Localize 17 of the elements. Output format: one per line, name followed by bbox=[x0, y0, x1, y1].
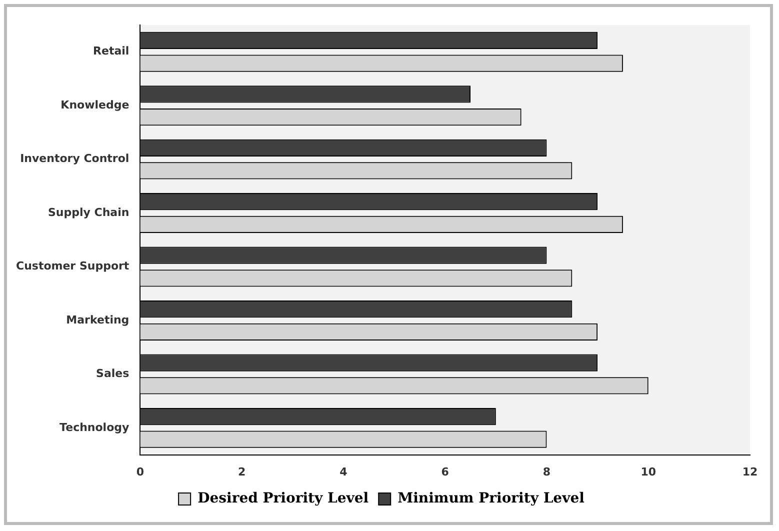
y-tick-label: Technology bbox=[60, 420, 130, 434]
y-tick-label: Customer Support bbox=[16, 260, 130, 273]
x-tick-label: 10 bbox=[640, 465, 656, 478]
y-tick-label: Sales bbox=[96, 367, 130, 380]
y-tick-label: Retail bbox=[93, 44, 130, 58]
y-tick-label: Marketing bbox=[66, 313, 130, 326]
legend-label: Minimum Priority Level bbox=[398, 490, 584, 507]
x-tick-label: 6 bbox=[441, 465, 450, 478]
x-tick-label: 2 bbox=[238, 465, 246, 478]
x-tick-label: 4 bbox=[340, 465, 348, 478]
x-tick-label: 12 bbox=[742, 465, 758, 478]
legend-label: Desired Priority Level bbox=[198, 490, 369, 507]
x-tick-label: 0 bbox=[136, 465, 144, 478]
y-tick-label: Supply Chain bbox=[48, 206, 130, 219]
y-tick-label: Knowledge bbox=[60, 98, 130, 112]
y-tick-label: Inventory Control bbox=[20, 152, 130, 166]
x-tick-label: 8 bbox=[542, 465, 551, 478]
